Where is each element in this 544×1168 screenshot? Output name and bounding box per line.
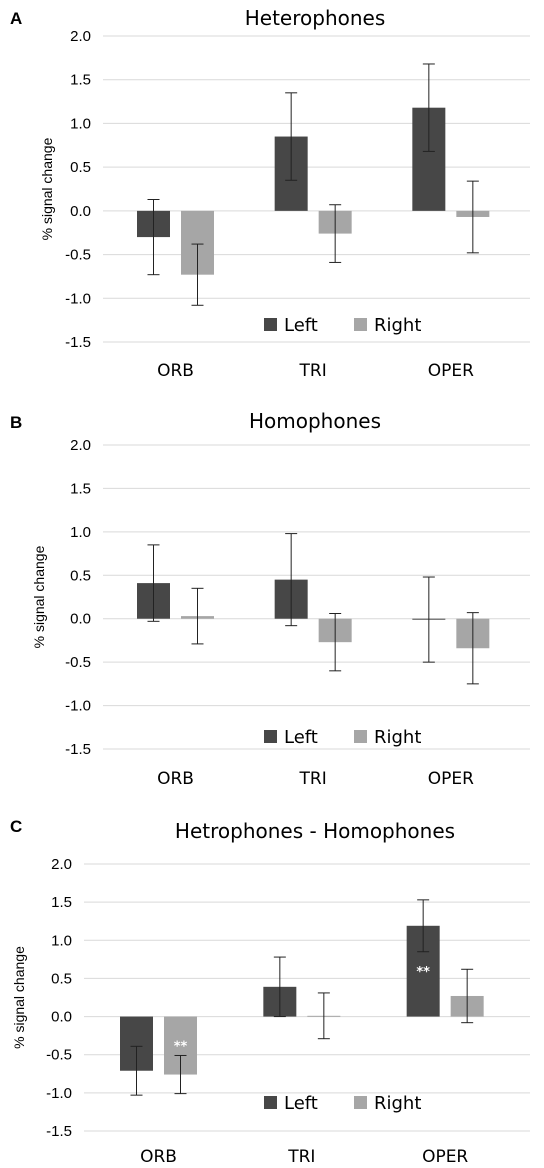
chart-panel-b: B Homophones 2.0 1.5 1.0 0.5 0.0 -0.5 -1.0 -1.5 % …: [10, 409, 530, 789]
category-label: TRI: [299, 769, 327, 789]
chart-title: Homophones: [249, 409, 381, 433]
legend-label-left: Left: [284, 727, 318, 748]
y-tick-label: 1.0: [70, 524, 91, 541]
legend-swatch-left: [264, 1096, 277, 1109]
y-tick-label: -1.5: [65, 741, 91, 758]
legend-label-right: Right: [374, 1093, 421, 1114]
significance-marker: **: [416, 965, 430, 980]
panel-letter: B: [10, 413, 22, 432]
category-label: OPER: [422, 1147, 468, 1167]
y-tick-label: 1.5: [70, 72, 91, 89]
y-tick-label: -1.0: [65, 290, 91, 307]
y-tick-label: -0.5: [46, 1047, 72, 1064]
legend-label-left: Left: [284, 1093, 318, 1114]
y-tick-label: 1.0: [51, 932, 72, 949]
y-tick-label: 2.0: [51, 856, 72, 873]
chart-title: Heterophones: [245, 6, 386, 30]
chart-panel-a: A Heterophones 2.0 1.5 1.0 0.5 0.0 -0.5 -1.0 -1.5…: [10, 6, 530, 381]
category-label: ORB: [157, 769, 194, 789]
y-tick-label: -0.5: [65, 247, 91, 264]
legend-swatch-right: [354, 318, 367, 331]
y-tick-label: 1.5: [51, 894, 72, 911]
y-tick-label: 0.5: [70, 159, 91, 176]
y-tick-label: 0.0: [51, 1009, 72, 1026]
y-axis-label: % signal change: [11, 946, 27, 1049]
category-label: OPER: [428, 361, 474, 381]
y-axis-label: % signal change: [31, 545, 47, 648]
y-tick-label: 0.0: [70, 611, 91, 628]
y-tick-label: -1.5: [65, 334, 91, 351]
y-axis-label: % signal change: [39, 137, 55, 240]
legend-label-right: Right: [374, 727, 421, 748]
chart-title: Hetrophones - Homophones: [175, 819, 455, 843]
legend-swatch-left: [264, 730, 277, 743]
y-tick-label: -1.0: [65, 698, 91, 715]
category-label: OPER: [428, 769, 474, 789]
panel-letter: A: [10, 9, 22, 28]
category-label: TRI: [299, 361, 327, 381]
category-label: ORB: [140, 1147, 177, 1167]
y-tick-label: 2.0: [70, 28, 91, 45]
y-tick-label: -1.5: [46, 1123, 72, 1140]
legend-swatch-left: [264, 318, 277, 331]
y-tick-label: 1.0: [70, 115, 91, 132]
panel-letter: C: [10, 817, 22, 836]
y-tick-label: 2.0: [70, 437, 91, 454]
legend-label-left: Left: [284, 315, 318, 336]
category-label: ORB: [157, 361, 194, 381]
y-tick-label: -0.5: [65, 654, 91, 671]
y-tick-label: 0.5: [70, 567, 91, 584]
y-tick-label: 0.0: [70, 203, 91, 220]
legend-swatch-right: [354, 730, 367, 743]
significance-marker: **: [174, 1040, 188, 1055]
y-tick-label: 1.5: [70, 480, 91, 497]
y-tick-label: 0.5: [51, 970, 72, 987]
y-tick-label: -1.0: [46, 1085, 72, 1102]
legend-swatch-right: [354, 1096, 367, 1109]
category-label: TRI: [287, 1147, 315, 1167]
legend-label-right: Right: [374, 315, 421, 336]
chart-panel-c: C Hetrophones - Homophones 2.0 1.5 1.0 0.5 0.0…: [10, 817, 530, 1167]
